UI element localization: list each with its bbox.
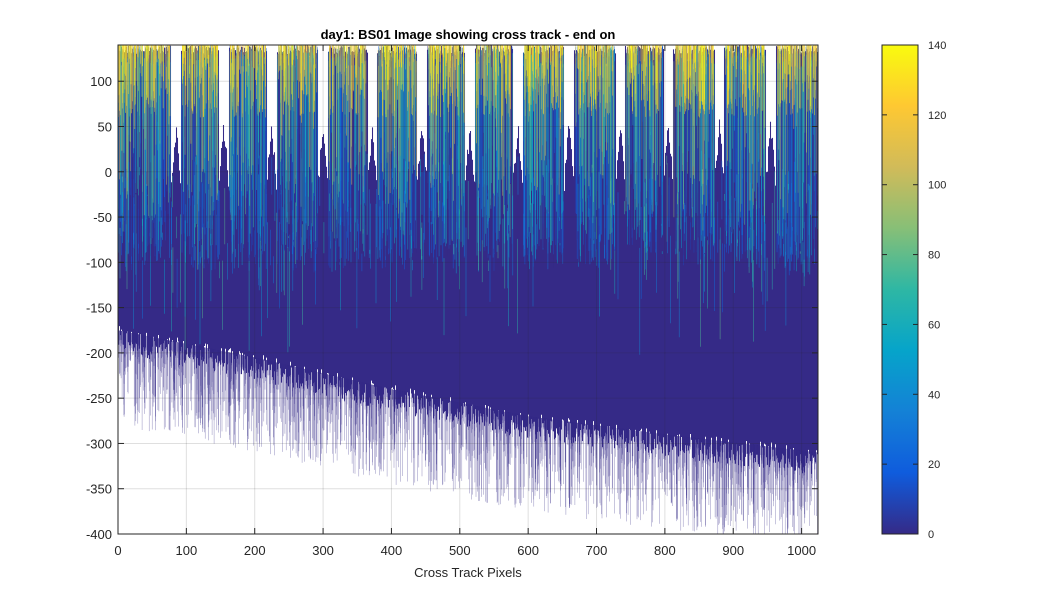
colorbar-tick-label: 100: [928, 180, 946, 192]
heatmap-streaks: [453, 190, 479, 271]
y-tick-label: 0: [105, 165, 112, 180]
y-tick-label: -100: [86, 255, 112, 270]
heatmap-streaks: [139, 167, 488, 229]
heatmap-streaks: [208, 189, 303, 325]
y-tick-label: 100: [90, 74, 112, 89]
heatmap-streaks: [211, 215, 764, 305]
heatmap-streaks: [261, 203, 432, 337]
heatmap-streaks: [176, 253, 363, 308]
x-tick-label: 300: [312, 543, 334, 558]
heatmap-streaks: [230, 189, 413, 271]
x-tick-label: 500: [449, 543, 471, 558]
heatmap-streaks: [259, 155, 670, 227]
heatmap-streaks: [146, 194, 786, 329]
heatmap-streaks: [126, 162, 333, 290]
y-tick-label: -250: [86, 391, 112, 406]
x-tick-label: 600: [517, 543, 539, 558]
heatmap-streaks: [276, 212, 701, 347]
y-tick-label: 50: [98, 120, 112, 135]
y-tick-label: -200: [86, 346, 112, 361]
colorbar-ticks: 140 120 100 80 60 40 20 0: [882, 40, 946, 541]
heatmap-streaks: [232, 177, 316, 305]
colorbar-tick-label: 80: [928, 250, 940, 262]
y-tick-label: -400: [86, 527, 112, 542]
heatmap-streaks: [420, 165, 740, 262]
heatmap-streaks: [281, 209, 397, 302]
y-tick-label: -50: [93, 210, 112, 225]
heatmap-streaks: [392, 172, 668, 254]
x-tick-label: 100: [176, 543, 198, 558]
colorbar-gradient: [882, 45, 918, 534]
heatmap-streaks: [552, 178, 738, 243]
x-tick-label: 0: [114, 543, 121, 558]
heatmap-streaks: [194, 161, 267, 269]
colorbar-tick-label: 20: [928, 459, 940, 471]
x-tick-label: 900: [722, 543, 744, 558]
heatmap-image: [118, 45, 818, 534]
colorbar-tick-label: 60: [928, 319, 940, 331]
heatmap-streaks: [339, 160, 723, 265]
heatmap-streaks: [382, 200, 391, 322]
heatmap-streaks: [122, 192, 212, 302]
colorbar-tick-label: 140: [928, 40, 946, 52]
heatmap-streaks: [142, 220, 779, 331]
y-tick-label: -350: [86, 482, 112, 497]
heatmap-streaks: [329, 193, 532, 252]
plot-frame: [117, 44, 819, 535]
heatmap-streaks: [218, 172, 657, 293]
heatmap-streaks: [133, 159, 715, 302]
heatmap-streaks: [481, 171, 776, 283]
colorbar-tick-label: 0: [928, 529, 934, 541]
heatmap-streaks: [279, 159, 760, 309]
heatmap-streaks: [249, 161, 600, 317]
x-tick-label: 400: [381, 543, 403, 558]
chart-title: day1: BS01 Image showing cross track - e…: [321, 27, 616, 42]
x-axis-label: Cross Track Pixels: [414, 565, 522, 580]
heatmap-streaks: [241, 175, 685, 234]
colorbar: 140 120 100 80 60 40 20 0: [881, 40, 946, 541]
heatmap-streaks: [482, 169, 805, 277]
colorbar-frame: [881, 44, 919, 535]
plot-area: [117, 44, 819, 535]
x-tick-label: 200: [244, 543, 266, 558]
colorbar-tick-label: 120: [928, 110, 946, 122]
y-axis: 100 50 0 -50 -100 -150 -200 -250 -300 -350 -400: [86, 74, 818, 542]
colorbar-tick-label: 40: [928, 389, 940, 401]
heatmap-streaks: [160, 217, 768, 302]
heatmap-tail: [118, 330, 818, 534]
heatmap-streaks: [227, 200, 440, 280]
x-tick-label: 800: [654, 543, 676, 558]
heatmap-streaks: [436, 208, 648, 300]
x-axis: 0 100 200 300 400 500 600 700 800 900 1000: [114, 45, 816, 558]
heatmap-streaks: [323, 159, 509, 327]
heatmap-streaks: [399, 155, 758, 265]
heatmap-streaks: [176, 216, 489, 271]
heatmap-streaks: [423, 170, 723, 313]
heatmap-streaks: [128, 162, 509, 317]
heatmap-streaks: [125, 170, 619, 300]
heatmap-streaks: [192, 195, 274, 284]
heatmap-streaks: [487, 201, 719, 311]
heatmap-streaks: [376, 189, 462, 248]
x-tick-label: 1000: [787, 543, 816, 558]
heatmap-streaks: [121, 45, 811, 118]
heatmap-streaks: [164, 181, 465, 314]
x-tick-label: 700: [586, 543, 608, 558]
heatmap-streaks: [459, 175, 647, 290]
heatmap-streaks: [451, 158, 600, 241]
y-tick-label: -300: [86, 436, 112, 451]
heatmap-streaks: [368, 171, 686, 258]
y-tick-label: -150: [86, 301, 112, 316]
heatmap-streaks: [532, 216, 704, 307]
heatmap-streaks: [289, 227, 422, 347]
grid-lines: [118, 45, 818, 534]
heatmap-streaks: [202, 227, 364, 319]
